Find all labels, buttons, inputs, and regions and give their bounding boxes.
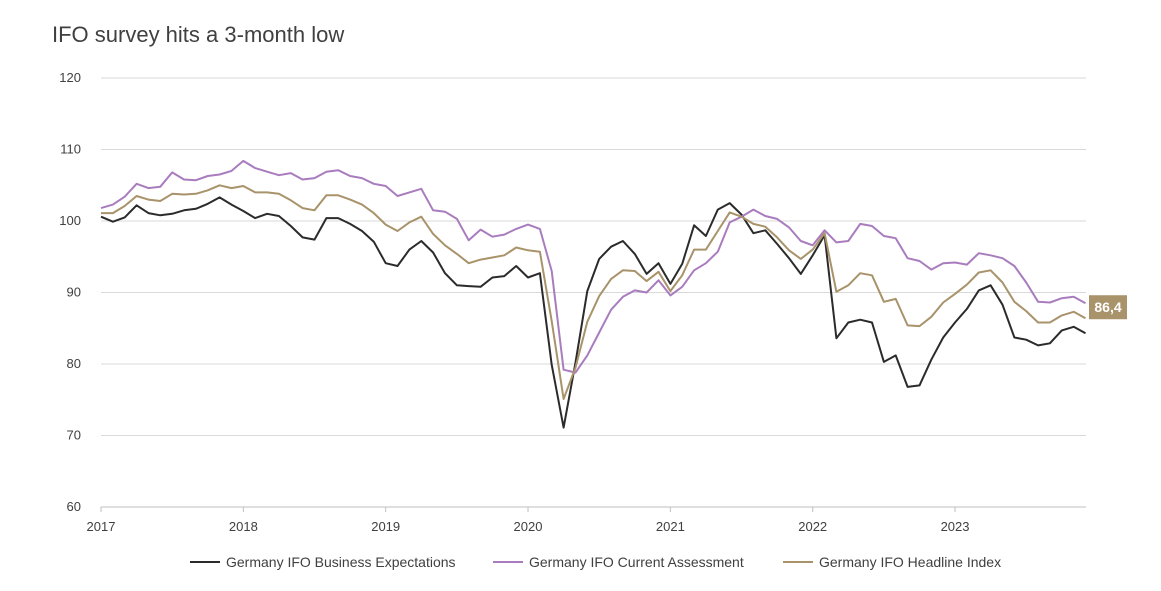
y-tick-label: 120 bbox=[59, 70, 81, 85]
x-tick-label: 2021 bbox=[656, 519, 685, 534]
end-label-box bbox=[1089, 295, 1127, 320]
gridlines bbox=[101, 77, 1086, 508]
end-value-label: 86,4 bbox=[1089, 295, 1127, 320]
x-tick-label: 2022 bbox=[798, 519, 827, 534]
legend-label: Germany IFO Headline Index bbox=[819, 554, 1001, 570]
y-tick-label: 110 bbox=[60, 142, 81, 157]
legend: Germany IFO Business Expectations Germany… bbox=[190, 554, 1001, 570]
y-tick-label: 60 bbox=[67, 499, 81, 514]
y-tick-label: 90 bbox=[67, 285, 81, 300]
y-tick-label: 100 bbox=[59, 213, 81, 228]
series-line bbox=[100, 159, 1086, 374]
y-tick-label: 80 bbox=[67, 356, 81, 371]
x-axis: 2017 2018 2019 2020 2021 2022 2023 bbox=[87, 506, 1086, 534]
series-line bbox=[100, 196, 1086, 429]
series-line bbox=[101, 184, 1086, 400]
end-label-text: 86,4 bbox=[1094, 299, 1121, 315]
legend-label: Germany IFO Business Expectations bbox=[226, 554, 456, 570]
x-tick-label: 2017 bbox=[87, 519, 116, 534]
chart-title: IFO survey hits a 3-month low bbox=[52, 22, 345, 47]
y-axis-ticks: 60 70 80 90 100 110 120 bbox=[59, 70, 81, 514]
x-tick-label: 2023 bbox=[941, 519, 970, 534]
legend-label: Germany IFO Current Assessment bbox=[529, 554, 744, 570]
x-tick-label: 2020 bbox=[514, 519, 543, 534]
series-lines bbox=[100, 159, 1086, 429]
x-tick-label: 2019 bbox=[371, 519, 400, 534]
x-tick-label: 2018 bbox=[229, 519, 258, 534]
y-tick-label: 70 bbox=[67, 428, 81, 443]
